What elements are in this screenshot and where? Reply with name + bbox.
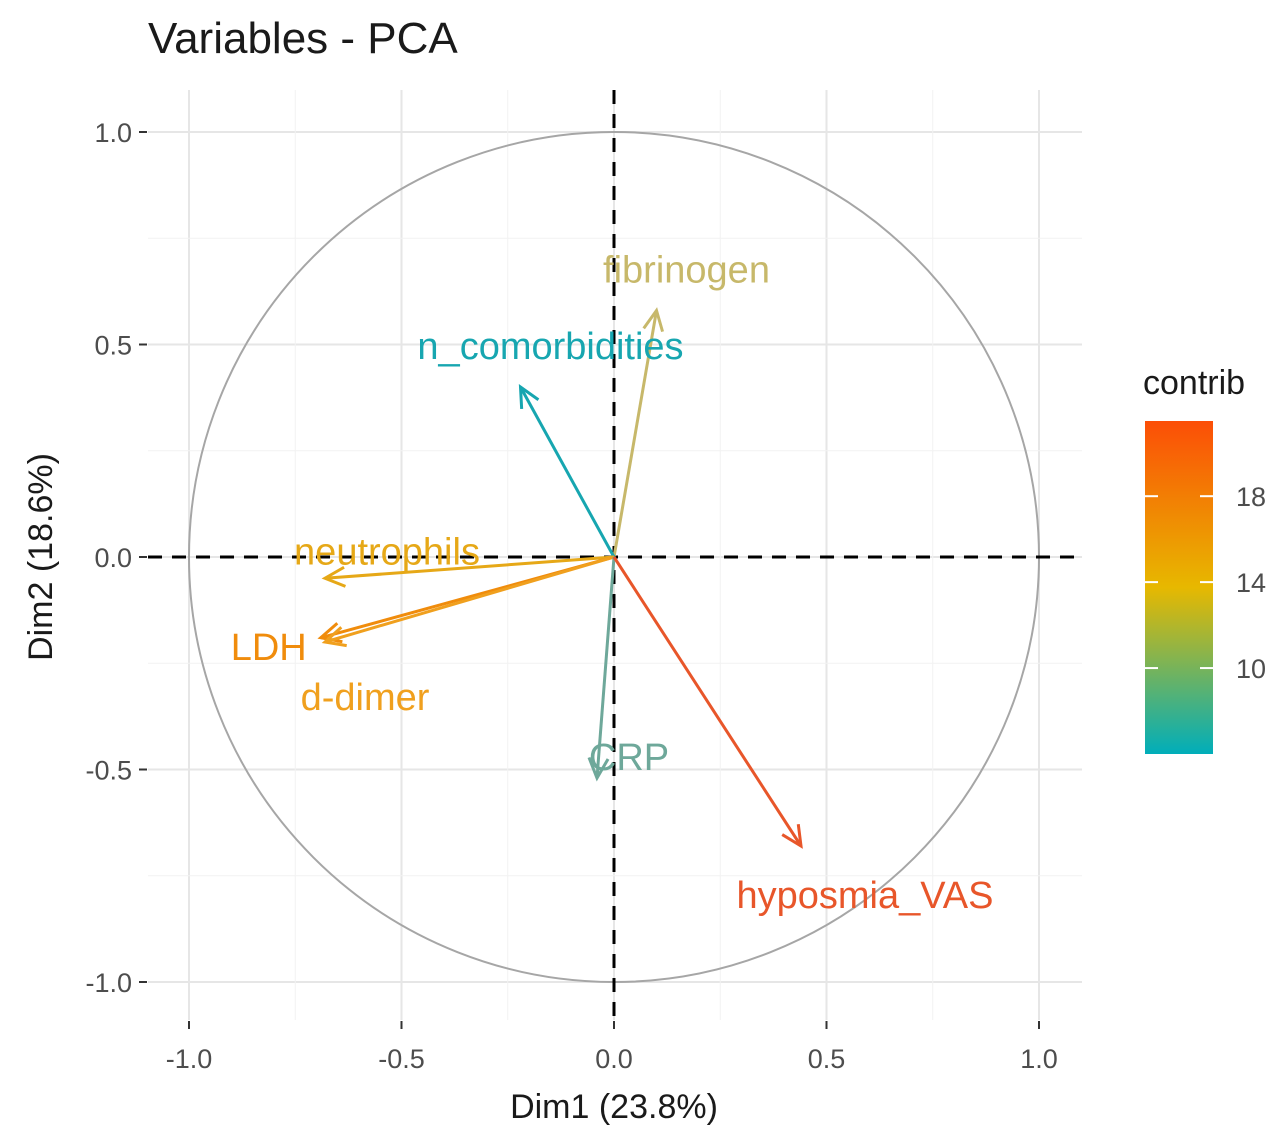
arrow-shaft xyxy=(612,310,658,558)
arrow-n_comorbidities xyxy=(518,383,616,558)
variable-label-hyposmia_VAS: hyposmia_VAS xyxy=(737,875,994,917)
y-tick-label: 0.5 xyxy=(94,331,132,361)
variable-label-fibrinogen: fibrinogen xyxy=(603,250,770,292)
arrow-head xyxy=(321,626,347,648)
arrow-shaft xyxy=(519,386,616,558)
x-tick-label: -1.0 xyxy=(166,1044,213,1074)
x-tick-label: 1.0 xyxy=(1020,1044,1058,1074)
axes: 1.0 0.5 0.0 -0.5 -1.0 -1.0 -0.5 0.0 0.5 1.0 xyxy=(85,118,1057,1074)
arrow-head xyxy=(587,756,610,782)
chart-title: Variables - PCA xyxy=(148,14,458,63)
arrow-hyposmia_VAS xyxy=(612,556,803,849)
variable-labels: fibrinogen n_comorbidities neutrophils LDH d… xyxy=(231,250,994,918)
arrow-CRP xyxy=(587,556,616,782)
x-tick-label: -0.5 xyxy=(378,1044,425,1074)
variable-label-CRP: CRP xyxy=(589,737,669,779)
y-tick-label: -0.5 xyxy=(85,756,132,786)
arrow-head xyxy=(781,823,803,849)
arrow-shaft xyxy=(595,556,616,779)
y-tick-label: 0.0 xyxy=(94,543,132,573)
legend-tick-label: 14 xyxy=(1236,568,1266,598)
legend-ticks: 18 14 10 xyxy=(1145,482,1266,684)
contrib-legend: contrib 18 14 10 xyxy=(1143,364,1266,754)
arrow-neutrophils xyxy=(321,555,615,588)
legend-title: contrib xyxy=(1143,364,1245,402)
arrow-head xyxy=(321,565,347,588)
variable-label-LDH: LDH xyxy=(231,627,307,669)
y-tick-label: 1.0 xyxy=(94,118,132,148)
y-tick-label: -1.0 xyxy=(85,968,132,998)
legend-tick-label: 10 xyxy=(1236,654,1266,684)
arrow-shaft xyxy=(324,555,615,580)
y-axis-title: Dim2 (18.6%) xyxy=(22,453,60,661)
x-tick-label: 0.5 xyxy=(808,1044,846,1074)
legend-tick-label: 18 xyxy=(1236,482,1266,512)
arrow-fibrinogen xyxy=(612,307,665,558)
arrow-shaft xyxy=(324,555,615,644)
variable-label-n_comorbidities: n_comorbidities xyxy=(417,326,683,368)
arrow-shaft xyxy=(612,556,803,847)
arrow-head xyxy=(642,307,665,333)
variable-label-d-dimer: d-dimer xyxy=(301,677,430,719)
variable-arrows xyxy=(317,307,803,849)
x-axis-title: Dim1 (23.8%) xyxy=(510,1088,718,1126)
arrow-head xyxy=(518,383,540,410)
legend-colorbar xyxy=(1145,421,1213,754)
arrow-d-dimer xyxy=(321,555,615,648)
x-tick-label: 0.0 xyxy=(595,1044,633,1074)
variable-label-neutrophils: neutrophils xyxy=(294,531,480,573)
